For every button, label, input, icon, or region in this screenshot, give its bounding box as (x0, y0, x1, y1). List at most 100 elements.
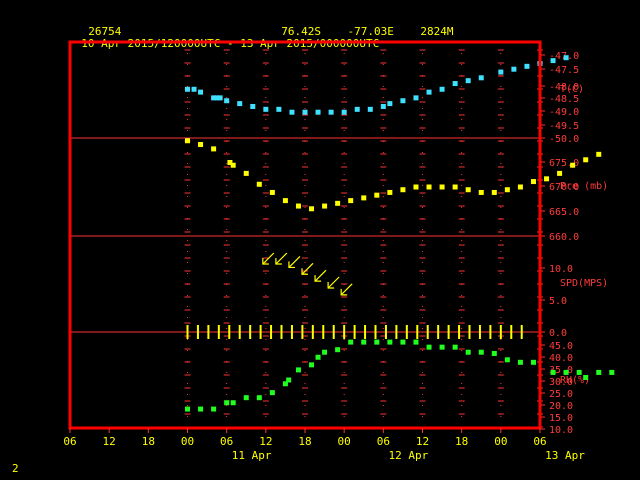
pressure-point (322, 203, 328, 209)
temperature-point (465, 78, 471, 84)
temperature-point (563, 55, 569, 61)
pressure-point (198, 142, 204, 148)
temperature-point (387, 101, 393, 107)
station-location: 76.42S -77.03E 2824M (281, 25, 454, 38)
wind-arrow-head (340, 288, 348, 296)
plot-frame (68, 40, 542, 430)
temperature-tick-label: -48.5 (549, 94, 579, 105)
temperature-point (511, 66, 517, 72)
x-tick-label: 00 (338, 435, 351, 448)
temperature-point (191, 86, 197, 92)
pressure-point (544, 176, 550, 182)
pressure-point (256, 181, 262, 187)
temperature-tick-label: -49.5 (549, 121, 579, 132)
wind-arrow-head (288, 261, 295, 269)
temperature-point (341, 109, 347, 115)
pressure-point (335, 200, 341, 206)
temperature-point (237, 101, 243, 107)
rh-point (413, 339, 419, 345)
rh-point (322, 349, 328, 355)
pressure-point (348, 198, 354, 204)
temperature-point (380, 103, 386, 109)
rh-tick-label: 20.0 (549, 401, 573, 412)
pressure-point (387, 189, 393, 195)
rh-point (348, 339, 354, 345)
rh-point (295, 367, 301, 373)
x-tick-label: 00 (494, 435, 507, 448)
rh-point (478, 349, 484, 355)
x-tick-label: 00 (181, 435, 194, 448)
rh-point (243, 395, 249, 401)
rh-point (387, 339, 393, 345)
pressure-point (491, 189, 497, 195)
rh-point (286, 377, 292, 383)
temperature-point (524, 63, 530, 69)
pressure-point (227, 160, 233, 165)
rh-point (504, 357, 510, 363)
temperature-point (211, 95, 217, 101)
rh-point (224, 400, 230, 406)
temperature-axis-label: T(C) (560, 84, 584, 95)
rh-tick-label: 45.0 (549, 341, 573, 352)
pressure-tick-label: 665.0 (549, 207, 579, 218)
rh-point (211, 406, 217, 412)
pressure-point (400, 187, 406, 193)
rh-tick-label: 10.0 (549, 425, 573, 436)
temperature-point (263, 106, 269, 112)
rh-point (282, 381, 288, 387)
pressure-point (230, 162, 236, 168)
rh-point (256, 395, 262, 401)
pressure-point (295, 203, 301, 209)
wind-arrow-head (262, 258, 269, 265)
temperature-point (498, 69, 504, 75)
rh-tick-label: 15.0 (549, 413, 573, 424)
temperature-point (217, 95, 223, 101)
rh-point (374, 339, 380, 345)
rh-point (426, 344, 432, 350)
temperature-point (478, 75, 484, 81)
pressure-point (504, 187, 510, 193)
pressure-point (452, 184, 458, 190)
rh-point (309, 362, 315, 368)
rh-point (517, 359, 523, 365)
rh-point (530, 359, 536, 365)
temperature-point (214, 95, 220, 101)
temperature-point (439, 86, 445, 92)
temperature-point (400, 98, 406, 104)
temperature-point (315, 109, 321, 115)
wind-axis-label: SPD(MPS) (560, 278, 608, 289)
temperature-point (250, 103, 256, 109)
rh-point (609, 369, 615, 375)
wind-arrow (327, 276, 340, 289)
location-header: 76.42S -77.03E 2824M (268, 12, 453, 38)
rh-point (550, 369, 556, 375)
pressure-axis-label: Pre (mb) (560, 181, 608, 192)
pressure-point (583, 157, 589, 163)
rh-point (315, 354, 321, 360)
rh-point (269, 390, 275, 396)
station-id: 26754 (88, 25, 122, 38)
temperature-point (550, 58, 556, 64)
rh-tick-label: 25.0 (549, 389, 573, 400)
wind-arrow (314, 269, 327, 282)
temperature-point (302, 109, 308, 115)
temperature-point (452, 81, 458, 87)
x-tick-label: 18 (455, 435, 468, 448)
x-tick-label: 06 (377, 435, 390, 448)
temperature-point (367, 106, 373, 112)
temperature-tick-label: -48.0 (549, 82, 579, 93)
pressure-point (282, 198, 288, 204)
rh-point (576, 369, 582, 375)
temperature-tick-label: -50.0 (549, 134, 579, 145)
pressure-tick-label: 660.0 (549, 232, 579, 243)
day-label: 11 Apr (232, 449, 272, 462)
pressure-point (530, 179, 536, 185)
rh-point (400, 339, 406, 345)
wind-arrow-head (327, 282, 335, 289)
rh-axis-label: RH(%) (560, 375, 590, 386)
pressure-point (243, 170, 249, 176)
temperature-point (185, 86, 190, 92)
wind-arrow-head (314, 275, 322, 282)
pressure-point (557, 170, 563, 176)
